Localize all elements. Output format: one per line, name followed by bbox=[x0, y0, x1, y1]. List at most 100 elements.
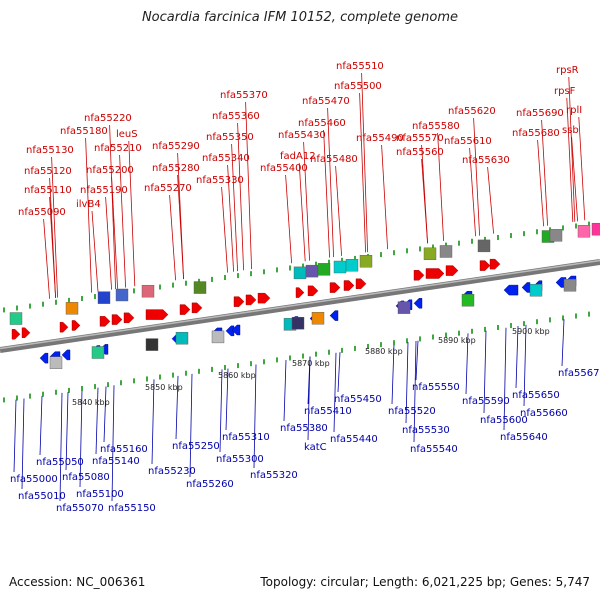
forward-leader-line bbox=[49, 177, 56, 298]
forward-leader-line bbox=[437, 132, 444, 241]
forward-gene-label: nfa55500 bbox=[334, 81, 382, 92]
forward-leader-line bbox=[571, 136, 578, 222]
forward-gene-arrow bbox=[307, 285, 319, 297]
forward-gene-labels: nfa55090 nfa55110 nfa55120 nfa55130 ilvB4 nfa… bbox=[18, 61, 582, 218]
reverse-gene-label: nfa55450 bbox=[334, 394, 382, 405]
forward-leader-line bbox=[303, 141, 310, 261]
reverse-gene-arrow bbox=[503, 284, 519, 296]
reverse-leader-line bbox=[111, 385, 115, 502]
forward-leader-line bbox=[487, 166, 494, 234]
gene-features bbox=[9, 222, 600, 369]
genome-backbone bbox=[0, 259, 600, 353]
forward-gene-arrow bbox=[233, 296, 245, 307]
reverse-gene-arrow bbox=[225, 325, 235, 337]
forward-gene-label: nfa55400 bbox=[260, 163, 308, 174]
forward-gene-arrow bbox=[413, 270, 425, 281]
gene-block bbox=[439, 245, 453, 258]
gene-block bbox=[317, 263, 331, 276]
forward-gene-arrow bbox=[21, 327, 31, 338]
forward-gene-label: nfa55680 bbox=[512, 128, 560, 139]
reverse-gene-label: nfa55590 bbox=[462, 396, 510, 407]
forward-gene-label: nfa55190 bbox=[80, 185, 128, 196]
reverse-gene-label: nfa55160 bbox=[100, 444, 148, 455]
forward-leader-line bbox=[469, 147, 476, 237]
forward-gene-arrow bbox=[11, 329, 21, 340]
reverse-gene-arrow bbox=[231, 324, 241, 336]
reverse-gene-label: nfa55540 bbox=[410, 444, 458, 455]
forward-gene-arrow bbox=[99, 316, 111, 327]
forward-gene-label: nfa55220 bbox=[84, 113, 132, 124]
forward-leader-line bbox=[91, 210, 99, 292]
reverse-gene-label: nfa55010 bbox=[18, 491, 66, 502]
forward-leader-line bbox=[105, 196, 112, 290]
forward-gene-label: nfa55280 bbox=[152, 163, 200, 174]
forward-gene-arrow bbox=[489, 258, 501, 270]
reverse-gene-arrow bbox=[413, 298, 423, 309]
forward-gene-arrow bbox=[245, 294, 257, 306]
reverse-leader-line bbox=[225, 368, 229, 431]
gene-block bbox=[91, 346, 105, 359]
scale-ticks bbox=[3, 221, 590, 403]
forward-gene-label: nfa55110 bbox=[24, 185, 72, 196]
gene-block bbox=[333, 260, 347, 274]
scale-label: 5900 kbp bbox=[512, 327, 550, 336]
gene-block bbox=[9, 312, 23, 325]
reverse-leader-line bbox=[219, 369, 223, 453]
map-title: Nocardia farcinica IFM 10152, complete g… bbox=[141, 10, 459, 25]
reverse-leader-line bbox=[333, 352, 337, 433]
forward-leader-line bbox=[541, 119, 548, 226]
reverse-gene-label: nfa55300 bbox=[216, 454, 264, 465]
forward-gene-arrow bbox=[425, 268, 445, 279]
reverse-leader-line bbox=[413, 340, 417, 443]
gene-block bbox=[591, 222, 600, 236]
reverse-leader-line bbox=[189, 373, 193, 478]
forward-leader-line bbox=[566, 97, 574, 223]
forward-gene-label: nfa55180 bbox=[60, 126, 108, 137]
reverse-leader-line bbox=[307, 356, 311, 405]
reverse-leader-line bbox=[391, 344, 395, 405]
forward-leader-line bbox=[51, 156, 58, 298]
forward-gene-arrow bbox=[257, 292, 271, 304]
gene-block bbox=[397, 301, 411, 314]
scale-label: 5890 kbp bbox=[438, 336, 476, 345]
forward-leader-line bbox=[119, 154, 126, 288]
gene-block bbox=[461, 294, 475, 307]
forward-gene-label: nfa55340 bbox=[202, 153, 250, 164]
forward-gene-arrow bbox=[111, 314, 123, 325]
reverse-gene-label: nfa55640 bbox=[500, 432, 548, 443]
forward-leader-line bbox=[323, 129, 330, 258]
label-leader-lines bbox=[13, 72, 586, 502]
forward-leader-line bbox=[285, 174, 292, 264]
reverse-leader-line bbox=[65, 392, 69, 471]
gene-block bbox=[141, 284, 155, 298]
gene-block bbox=[211, 330, 225, 344]
scale-label: 5850 kbp bbox=[145, 383, 183, 392]
gene-block bbox=[549, 229, 563, 242]
forward-gene-label: nfa55560 bbox=[396, 147, 444, 158]
backbone-highlight bbox=[0, 259, 600, 350]
reverse-leader-line bbox=[175, 375, 179, 440]
forward-gene-label: nfa55570 bbox=[396, 133, 444, 144]
forward-leader-line bbox=[169, 194, 176, 281]
reverse-leader-line bbox=[561, 319, 565, 367]
reverse-leader-line bbox=[21, 398, 25, 490]
reverse-leader-line bbox=[337, 352, 341, 393]
forward-gene-label: ilvB4 bbox=[76, 199, 101, 210]
forward-leader-line bbox=[537, 139, 544, 227]
backbone-track bbox=[0, 259, 600, 353]
forward-gene-label: rplI bbox=[566, 105, 582, 116]
reverse-leader-line bbox=[503, 327, 507, 431]
forward-gene-label: nfa55090 bbox=[18, 207, 66, 218]
forward-gene-label: nfa55470 bbox=[302, 96, 350, 107]
reverse-leader-line bbox=[253, 364, 257, 469]
reverse-leader-line bbox=[283, 360, 287, 422]
gene-block bbox=[175, 331, 189, 345]
reverse-gene-label: nfa55250 bbox=[172, 441, 220, 452]
forward-gene-label: nfa55200 bbox=[86, 165, 134, 176]
reverse-leader-line bbox=[95, 387, 99, 455]
forward-leader-line bbox=[568, 76, 576, 222]
forward-leader-line bbox=[578, 116, 586, 221]
reverse-gene-label: nfa55530 bbox=[402, 425, 450, 436]
gene-block bbox=[97, 291, 111, 304]
forward-leader-line bbox=[227, 164, 234, 272]
